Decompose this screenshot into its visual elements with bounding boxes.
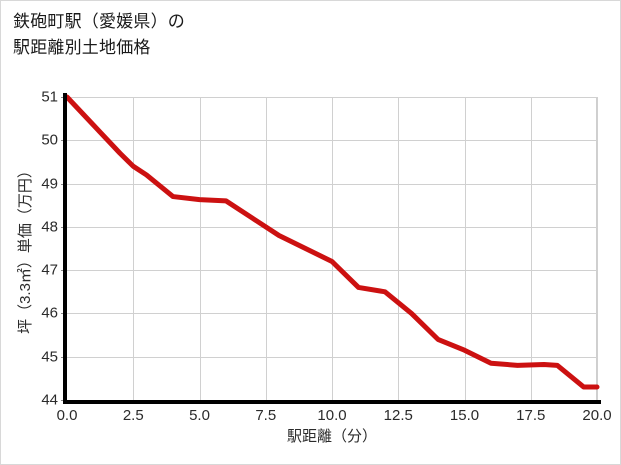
page-title: 鉄砲町駅（愛媛県）の 駅距離別土地価格: [13, 12, 185, 57]
data-series-line: [64, 94, 600, 390]
gridline-vertical: [199, 97, 201, 400]
y-tick-label: 44: [41, 391, 58, 409]
y-tick-label: 46: [41, 304, 58, 322]
x-tick-label: 2.5: [122, 407, 144, 424]
gridline-vertical: [597, 97, 598, 400]
y-tick-label: 48: [41, 218, 58, 236]
gridline-vertical: [530, 97, 532, 400]
x-tick-label: 15.0: [449, 407, 480, 424]
y-tick-label: 49: [41, 175, 58, 193]
x-axis-label: 駅距離（分）: [286, 428, 377, 445]
x-tick-label: 10.0: [317, 407, 347, 424]
gridline-vertical: [133, 97, 135, 400]
plot-area: 44 45 46 47 48 49 50 51 0.0 2.5 5.0 7.5 10.0 12.5 15.…: [41, 89, 611, 425]
y-axis-spine: [63, 93, 67, 404]
gridline-vertical: [398, 97, 400, 400]
y-axis-label-text: 坪（3.3㎡）単価（万円）: [16, 163, 34, 334]
series-polyline: [64, 94, 600, 390]
x-tick-label: 20.0: [582, 407, 612, 424]
x-tick-label: 5.0: [189, 407, 210, 424]
gridline-vertical: [265, 97, 267, 400]
y-tick-label: 47: [41, 261, 58, 279]
x-tick-label: 17.5: [516, 407, 546, 424]
y-axis-label: 坪（3.3㎡）単価（万円）: [13, 97, 35, 400]
y-tick-label: 50: [41, 131, 58, 149]
x-tick-label: 0.0: [56, 407, 78, 424]
plot-right-edge: [596, 97, 597, 400]
x-axis-spine: [63, 400, 601, 404]
y-tick-label: 51: [41, 88, 58, 106]
gridline-vertical: [332, 97, 333, 400]
x-tick-label: 7.5: [255, 407, 277, 424]
x-tick-label: 12.5: [383, 407, 413, 424]
y-tick-label: 45: [41, 348, 58, 366]
gridline-vertical: [464, 97, 466, 400]
